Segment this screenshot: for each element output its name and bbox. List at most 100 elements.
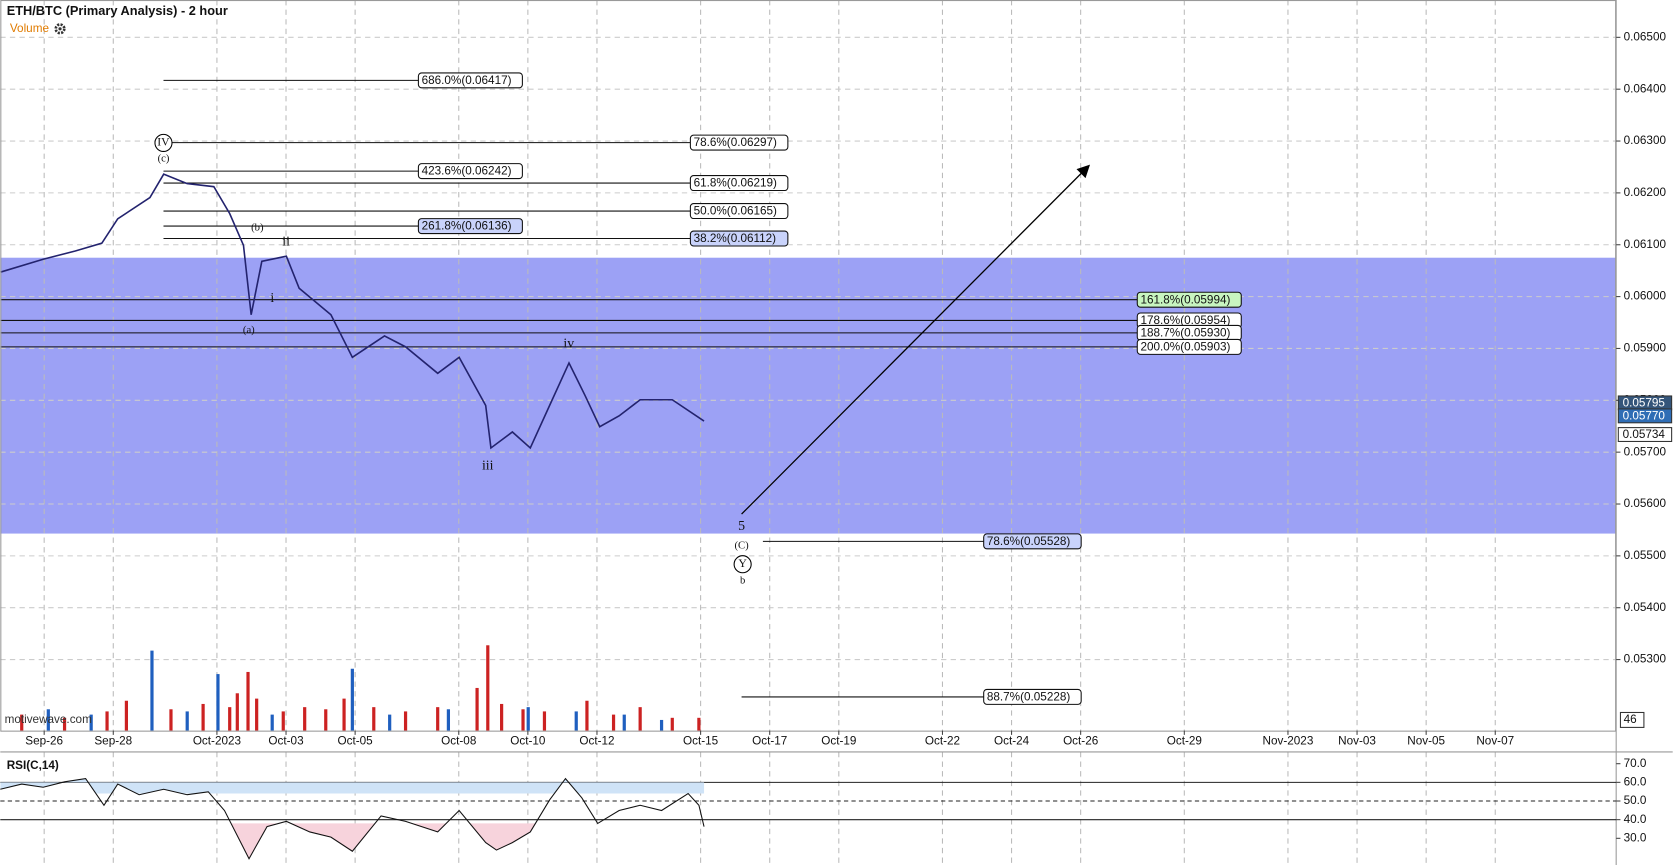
volume-bar (124, 700, 129, 731)
x-tick-label: Nov-07 (1476, 734, 1514, 747)
volume-label: Volume (10, 22, 49, 35)
wave-label: Y (738, 557, 747, 570)
x-tick-label: Oct-15 (683, 734, 719, 747)
fib-level-label: 161.8%(0.05994) (1140, 293, 1230, 306)
volume-bar (105, 711, 109, 731)
rsi-title: RSI(C,14) (7, 759, 59, 772)
volume-bar (697, 717, 701, 731)
fib-level-box (1136, 291, 1242, 308)
volume-bar (342, 698, 346, 731)
volume-bar (201, 703, 205, 731)
volume-bar (150, 650, 154, 731)
wave-label: 5 (738, 518, 745, 533)
rsi-y-tick-label: 30.0 (1624, 831, 1647, 844)
volume-bar (169, 709, 173, 731)
price-tag (1617, 408, 1673, 424)
volume-axis-label: 46 (1624, 713, 1637, 726)
rsi-y-tick-label: 50.0 (1624, 794, 1647, 807)
volume-bar (255, 698, 259, 731)
fib-level-box (689, 203, 789, 220)
fib-level-label: 61.8%(0.06219) (694, 177, 777, 190)
volume-bar (574, 711, 578, 731)
y-tick-label: 0.05700 (1624, 445, 1667, 458)
x-tick-label: Oct-05 (338, 734, 374, 747)
volume-bar (281, 711, 285, 731)
x-tick-label: Oct-08 (441, 734, 477, 747)
chart-title: ETH/BTC (Primary Analysis) - 2 hour (7, 3, 228, 18)
fib-level-label: 50.0%(0.06165) (694, 205, 777, 218)
volume-bar (372, 707, 376, 731)
fib-level-box (417, 72, 523, 89)
y-tick-label: 0.06200 (1624, 186, 1667, 199)
settings-icon[interactable] (54, 23, 66, 35)
wave-circle (733, 555, 752, 574)
fib-level-label: 88.7%(0.05228) (987, 691, 1070, 704)
y-tick-label: 0.06500 (1624, 30, 1667, 43)
fib-level-box (689, 134, 789, 151)
price-tag-label: 0.05734 (1623, 428, 1666, 441)
wave-label: ii (282, 233, 290, 248)
volume-bar (246, 671, 250, 731)
target-zone (0, 257, 1617, 534)
volume-bar (216, 674, 220, 731)
wave-label: iii (482, 457, 494, 472)
rsi-y-tick-label: 40.0 (1624, 813, 1647, 826)
volume-bar (446, 709, 451, 731)
projection-arrow (741, 164, 1091, 515)
wave-label: iv (563, 336, 574, 351)
fib-level-label: 78.6%(0.05528) (987, 535, 1070, 548)
fib-level-label: 78.6%(0.06297) (694, 136, 777, 149)
volume-bar (324, 709, 328, 731)
y-tick-label: 0.05600 (1624, 497, 1667, 510)
volume-bar (611, 714, 616, 731)
rsi-overbought-fill (0, 778, 705, 794)
fib-level-box (983, 533, 1082, 550)
fib-level-label: 188.7%(0.05930) (1140, 327, 1230, 340)
rsi-y-tick-label: 60.0 (1624, 775, 1647, 788)
y-tick-label: 0.05900 (1624, 342, 1667, 355)
x-tick-label: Nov-03 (1338, 734, 1376, 747)
price-tag (1617, 427, 1673, 442)
y-tick-label: 0.06400 (1624, 82, 1667, 95)
volume-bar (436, 707, 440, 731)
x-tick-label: Oct-17 (752, 734, 787, 747)
volume-bar (228, 707, 232, 731)
x-tick-label: Nov-2023 (1263, 734, 1314, 747)
wave-circle (154, 133, 173, 152)
volume-bar (270, 714, 274, 731)
volume-bar (388, 714, 392, 731)
volume-bar (622, 714, 626, 731)
x-tick-label: Oct-26 (1063, 734, 1098, 747)
volume-bar (542, 711, 547, 731)
fib-level-label: 423.6%(0.06242) (422, 165, 512, 178)
rsi-line (0, 777, 705, 860)
wave-label: (a) (243, 325, 255, 336)
rsi-oversold-fill (231, 823, 705, 859)
wave-label: (c) (158, 153, 170, 164)
volume-bar (638, 707, 642, 731)
rsi-y-tick-label: 70.0 (1624, 757, 1647, 770)
price-tag-label: 0.05770 (1623, 409, 1666, 422)
fib-level-label: 178.6%(0.05954) (1140, 314, 1230, 327)
y-tick-label: 0.06300 (1624, 134, 1667, 147)
y-tick-label: 0.06000 (1624, 290, 1667, 303)
wave-label: b (740, 576, 745, 587)
x-tick-label: Oct-22 (925, 734, 960, 747)
x-tick-label: Sep-28 (94, 734, 132, 747)
fib-level-box (983, 688, 1082, 705)
volume-bar (500, 703, 504, 731)
fib-level-label: 261.8%(0.06136) (422, 220, 512, 233)
x-tick-label: Oct-12 (579, 734, 614, 747)
fib-level-label: 686.0%(0.06417) (422, 74, 512, 87)
volume-bar (526, 707, 530, 731)
y-tick-label: 0.05300 (1624, 653, 1667, 666)
volume-axis-box (1619, 711, 1645, 728)
fib-level-label: 200.0%(0.05903) (1140, 341, 1230, 354)
fib-level-box (689, 175, 789, 192)
volume-bar (89, 714, 93, 731)
x-tick-label: Sep-26 (25, 734, 63, 747)
fib-level-box (417, 218, 523, 235)
x-tick-label: Oct-03 (268, 734, 303, 747)
volume-bar (185, 711, 189, 731)
